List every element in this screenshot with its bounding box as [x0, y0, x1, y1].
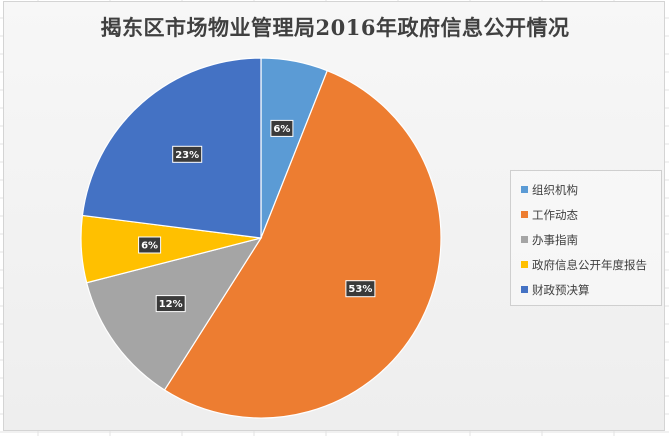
legend-label: 办事指南: [532, 232, 578, 247]
legend-label: 工作动态: [532, 207, 578, 222]
pie-slices: [80, 57, 442, 419]
pie-slice-5[interactable]: [81, 57, 262, 239]
legend[interactable]: 组织机构工作动态办事指南政府信息公开年度报告 财政预决算: [510, 170, 662, 306]
legend-swatch: [521, 186, 528, 193]
data-label-4: 6%: [138, 236, 162, 254]
chart-area[interactable]: 揭东区市场物业管理局2016年政府信息公开情况 6% 53% 12% 6% 23% 组织…: [3, 1, 665, 431]
legend-label: 组织机构: [532, 182, 578, 197]
legend-item-3[interactable]: 办事指南: [521, 227, 661, 252]
data-label-text: 6%: [273, 124, 290, 135]
pie-data-labels: 6% 53% 12% 6% 23%: [138, 119, 376, 313]
data-label-2: 53%: [345, 280, 376, 298]
data-label-box: [155, 295, 186, 313]
legend-swatch: [521, 211, 528, 218]
legend-item-5[interactable]: 财政预决算: [521, 277, 661, 302]
pie-slice-2[interactable]: [163, 69, 442, 419]
data-label-1: 6%: [270, 119, 294, 137]
legend-item-4[interactable]: 政府信息公开年度报告: [521, 252, 661, 277]
legend-items: 组织机构工作动态办事指南政府信息公开年度报告 财政预决算: [521, 177, 661, 302]
data-label-3: 12%: [155, 295, 186, 313]
data-label-box: [172, 145, 203, 163]
data-label-text: 23%: [175, 150, 199, 161]
data-label-text: 6%: [141, 241, 158, 252]
legend-label: 政府信息公开年度报告: [532, 257, 647, 272]
legend-item-2[interactable]: 工作动态: [521, 202, 661, 227]
legend-label: 财政预决算: [532, 282, 590, 297]
pie-chart: 6% 53% 12% 6% 23%: [80, 57, 442, 419]
pie-slice-3[interactable]: [85, 237, 263, 391]
legend-swatch: [521, 236, 528, 243]
legend-swatch: [521, 286, 528, 293]
data-label-box: [270, 119, 294, 137]
legend-item-1[interactable]: 组织机构: [521, 177, 661, 202]
data-label-text: 12%: [159, 299, 183, 310]
legend-swatch: [521, 261, 528, 268]
data-label-box: [138, 236, 162, 254]
data-label-5: 23%: [172, 145, 203, 163]
data-label-box: [345, 280, 376, 298]
chart-title: 揭东区市场物业管理局2016年政府信息公开情况: [100, 15, 570, 40]
data-label-text: 53%: [348, 284, 372, 295]
